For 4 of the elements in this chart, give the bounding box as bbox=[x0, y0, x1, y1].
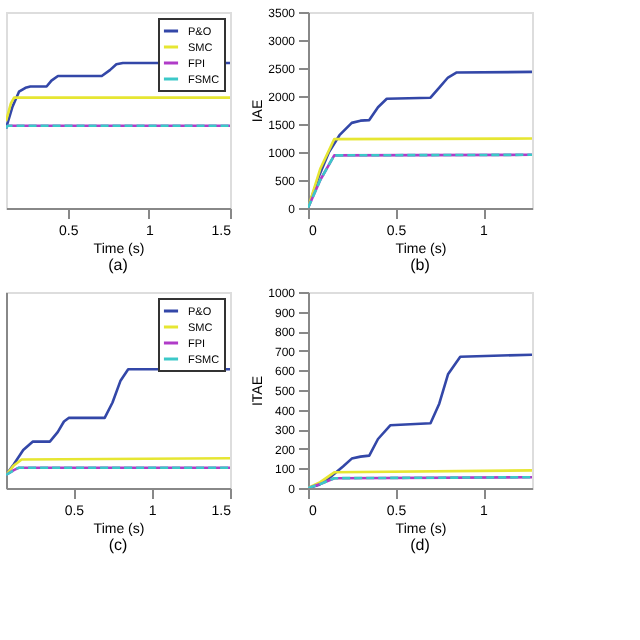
text: (a) bbox=[108, 256, 129, 274]
text: (d) bbox=[410, 536, 431, 554]
text: (b) bbox=[410, 256, 431, 274]
text: (c) bbox=[108, 536, 128, 554]
